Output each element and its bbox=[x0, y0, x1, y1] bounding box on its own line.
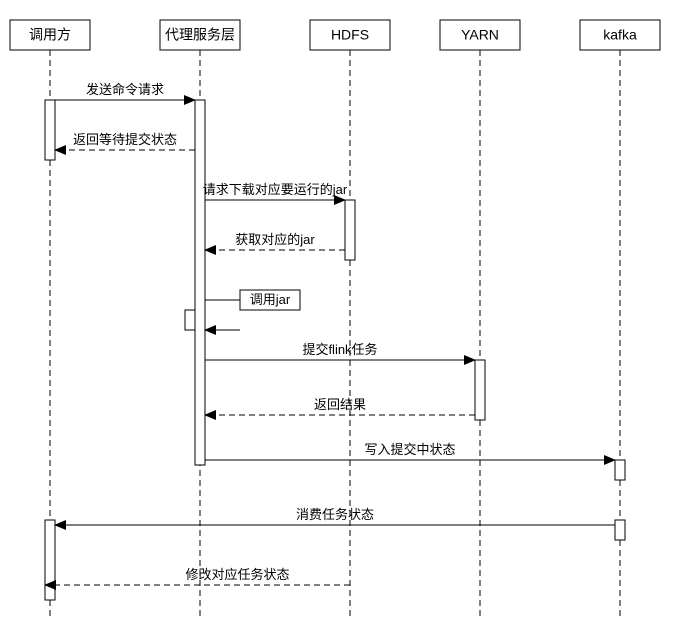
activation-yarn bbox=[475, 360, 485, 420]
activation-proxy bbox=[195, 100, 205, 465]
lifeline-label-kafka: kafka bbox=[603, 27, 637, 43]
sequence-diagram: 调用方 代理服务层 HDFS YARN kafka 发送命令请求返回等待提交状态请求下载对… bbox=[0, 0, 688, 637]
activation-kafka bbox=[615, 520, 625, 540]
message-label: 获取对应的jar bbox=[235, 232, 315, 247]
message-label: 修改对应任务状态 bbox=[185, 567, 289, 582]
message-label: 返回等待提交状态 bbox=[73, 132, 177, 147]
activation-proxy bbox=[185, 310, 195, 330]
message-label: 返回结果 bbox=[314, 397, 366, 412]
activation-caller bbox=[45, 520, 55, 600]
lifeline-label-caller: 调用方 bbox=[29, 27, 71, 43]
activation-caller bbox=[45, 100, 55, 160]
lifeline-label-proxy: 代理服务层 bbox=[165, 27, 235, 43]
lifeline-label-yarn: YARN bbox=[461, 27, 499, 43]
message-label: 写入提交中状态 bbox=[364, 442, 455, 457]
message-label: 发送命令请求 bbox=[86, 82, 164, 97]
lifeline-label-hdfs: HDFS bbox=[331, 27, 369, 43]
activation-hdfs bbox=[345, 200, 355, 260]
message-label: 请求下载对应要运行的jar bbox=[203, 182, 348, 197]
self-msg-label: 调用jar bbox=[250, 292, 291, 307]
activation-kafka bbox=[615, 460, 625, 480]
message-label: 提交flink任务 bbox=[302, 342, 377, 357]
message-label: 消费任务状态 bbox=[296, 507, 374, 522]
